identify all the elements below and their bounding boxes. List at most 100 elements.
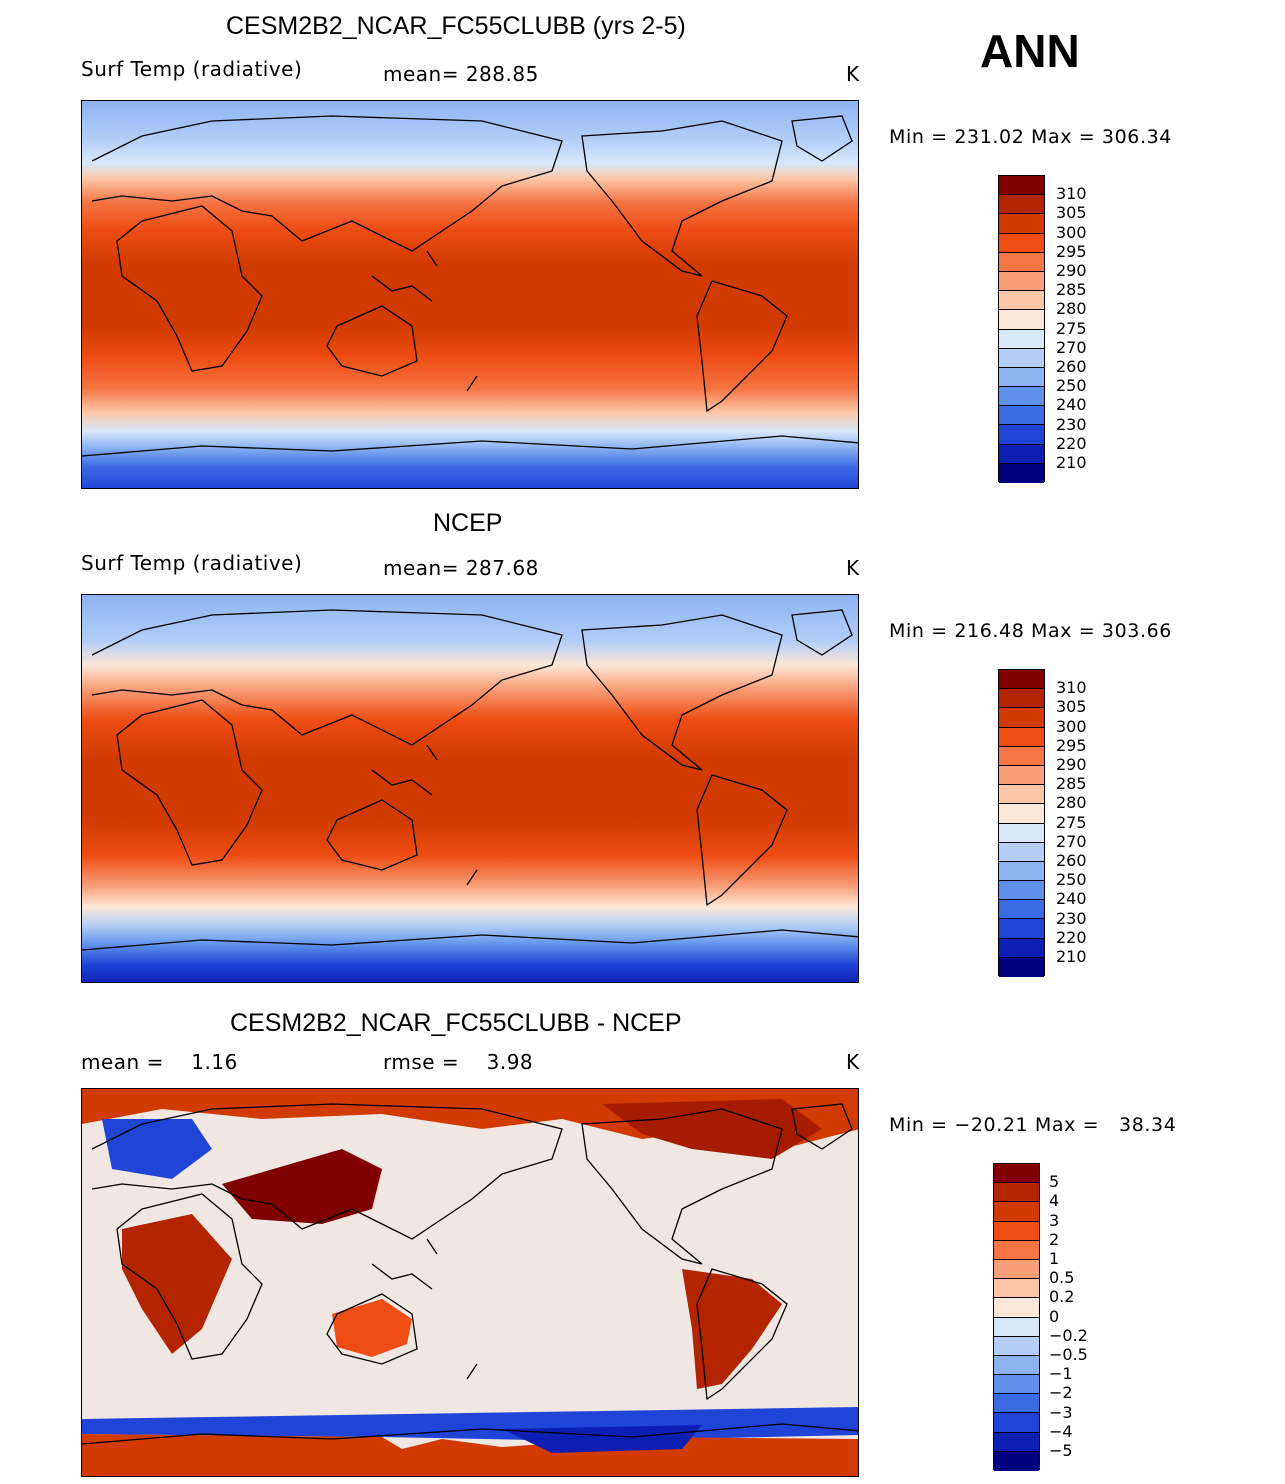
- panel-2-title: NCEP: [433, 509, 503, 537]
- panel-3-title: CESM2B2_NCAR_FC55CLUBB - NCEP: [230, 1009, 682, 1037]
- colorbar-tick-label: −3: [1049, 1402, 1073, 1422]
- colorbar-swatch: [999, 233, 1044, 253]
- panel-2-colorbar: [998, 669, 1045, 977]
- colorbar-tick-label: 230: [1056, 414, 1087, 434]
- colorbar-swatch: [999, 252, 1044, 272]
- panel-3-minmax: Min = −20.21 Max = 38.34: [889, 1114, 1177, 1136]
- panel-1-variable-label: Surf Temp (radiative): [81, 57, 303, 81]
- panel-2-map: [81, 594, 859, 983]
- colorbar-tick-label: 305: [1056, 697, 1087, 717]
- colorbar-swatch: [999, 881, 1044, 901]
- panel-1-minmax: Min = 231.02 Max = 306.34: [889, 126, 1172, 148]
- colorbar-swatch: [999, 444, 1044, 464]
- colorbar-swatch: [999, 823, 1044, 843]
- colorbar-swatch: [994, 1432, 1039, 1452]
- colorbar-tick-label: −4: [1049, 1421, 1073, 1441]
- colorbar-tick-label: 1: [1049, 1249, 1060, 1268]
- colorbar-swatch: [999, 367, 1044, 388]
- colorbar-tick-label: 300: [1056, 222, 1087, 242]
- colorbar-swatch: [999, 406, 1044, 426]
- colorbar-swatch: [999, 329, 1044, 349]
- colorbar-tick-label: 285: [1056, 280, 1087, 300]
- colorbar-tick-label: 310: [1056, 678, 1087, 698]
- colorbar-tick-label: 0: [1049, 1306, 1060, 1326]
- colorbar-swatch: [999, 746, 1044, 766]
- panel-3-map: [81, 1088, 859, 1477]
- colorbar-tick-label: 4: [1049, 1191, 1060, 1211]
- colorbar-tick-label: 250: [1056, 870, 1087, 890]
- panel-2-minmax: Min = 216.48 Max = 303.66: [889, 620, 1172, 642]
- panel-2-mean-label: mean= 287.68: [383, 556, 539, 580]
- colorbar-swatch: [994, 1451, 1039, 1471]
- colorbar-swatch: [999, 861, 1044, 882]
- colorbar-swatch: [999, 938, 1044, 958]
- colorbar-tick-label: 310: [1056, 184, 1087, 204]
- colorbar-swatch: [999, 689, 1044, 709]
- colorbar-swatch: [994, 1164, 1039, 1184]
- colorbar-swatch: [999, 804, 1044, 824]
- colorbar-tick-label: 295: [1056, 241, 1087, 261]
- colorbar-swatch: [994, 1375, 1039, 1395]
- colorbar-swatch: [994, 1355, 1039, 1376]
- colorbar-tick-label: 280: [1056, 299, 1087, 319]
- colorbar-swatch: [999, 291, 1044, 311]
- colorbar-swatch: [999, 348, 1044, 368]
- colorbar-tick-label: 275: [1056, 318, 1087, 338]
- panel-1-colorbar: [998, 175, 1045, 483]
- colorbar-swatch: [999, 919, 1044, 939]
- colorbar-tick-label: 305: [1056, 203, 1087, 223]
- colorbar-tick-label: 290: [1056, 261, 1087, 280]
- colorbar-tick-label: 220: [1056, 433, 1087, 453]
- colorbar-swatch: [999, 900, 1044, 920]
- colorbar-swatch: [994, 1183, 1039, 1203]
- colorbar-tick-label: 290: [1056, 755, 1087, 774]
- colorbar-tick-label: −1: [1049, 1364, 1073, 1384]
- colorbar-swatch: [994, 1394, 1039, 1414]
- colorbar-tick-label: 295: [1056, 735, 1087, 755]
- colorbar-tick-label: 0.5: [1049, 1268, 1075, 1288]
- colorbar-tick-label: −2: [1049, 1383, 1073, 1403]
- colorbar-swatch: [994, 1240, 1039, 1260]
- colorbar-tick-label: 2: [1049, 1229, 1060, 1249]
- colorbar-swatch: [999, 387, 1044, 407]
- colorbar-swatch: [999, 842, 1044, 862]
- panel-2-variable-label: Surf Temp (radiative): [81, 551, 303, 575]
- colorbar-swatch: [994, 1259, 1039, 1280]
- colorbar-swatch: [994, 1279, 1039, 1299]
- panel-1-title: CESM2B2_NCAR_FC55CLUBB (yrs 2-5): [226, 12, 686, 40]
- panel-3-units: K: [846, 1050, 860, 1074]
- colorbar-swatch: [994, 1336, 1039, 1356]
- colorbar-tick-label: 230: [1056, 908, 1087, 928]
- panel-2-units: K: [846, 556, 860, 580]
- colorbar-swatch: [999, 214, 1044, 234]
- colorbar-tick-label: 240: [1056, 395, 1087, 415]
- colorbar-swatch: [999, 463, 1044, 483]
- colorbar-tick-label: 285: [1056, 774, 1087, 794]
- colorbar-swatch: [999, 195, 1044, 215]
- colorbar-tick-label: −0.2: [1049, 1325, 1088, 1345]
- colorbar-tick-label: 300: [1056, 716, 1087, 736]
- colorbar-swatch: [994, 1317, 1039, 1337]
- season-label: ANN: [980, 25, 1080, 77]
- colorbar-swatch: [999, 425, 1044, 445]
- colorbar-tick-label: 3: [1049, 1210, 1060, 1230]
- colorbar-tick-label: 270: [1056, 831, 1087, 851]
- colorbar-tick-label: 220: [1056, 927, 1087, 947]
- panel-1-mean-label: mean= 288.85: [383, 62, 539, 86]
- colorbar-swatch: [994, 1298, 1039, 1318]
- panel-3-rmse-label: rmse = 3.98: [383, 1050, 534, 1074]
- colorbar-tick-label: 260: [1056, 851, 1087, 870]
- colorbar-tick-label: 210: [1056, 947, 1087, 966]
- colorbar-tick-label: 270: [1056, 337, 1087, 357]
- colorbar-tick-label: −0.5: [1049, 1345, 1088, 1364]
- colorbar-tick-label: 240: [1056, 889, 1087, 909]
- colorbar-swatch: [999, 727, 1044, 747]
- colorbar-swatch: [999, 271, 1044, 292]
- colorbar-swatch: [999, 708, 1044, 728]
- panel-1-units: K: [846, 62, 860, 86]
- colorbar-tick-label: 5: [1049, 1172, 1060, 1192]
- colorbar-swatch: [999, 957, 1044, 977]
- colorbar-tick-label: 260: [1056, 357, 1087, 376]
- colorbar-swatch: [999, 176, 1044, 196]
- colorbar-tick-label: 0.2: [1049, 1287, 1075, 1307]
